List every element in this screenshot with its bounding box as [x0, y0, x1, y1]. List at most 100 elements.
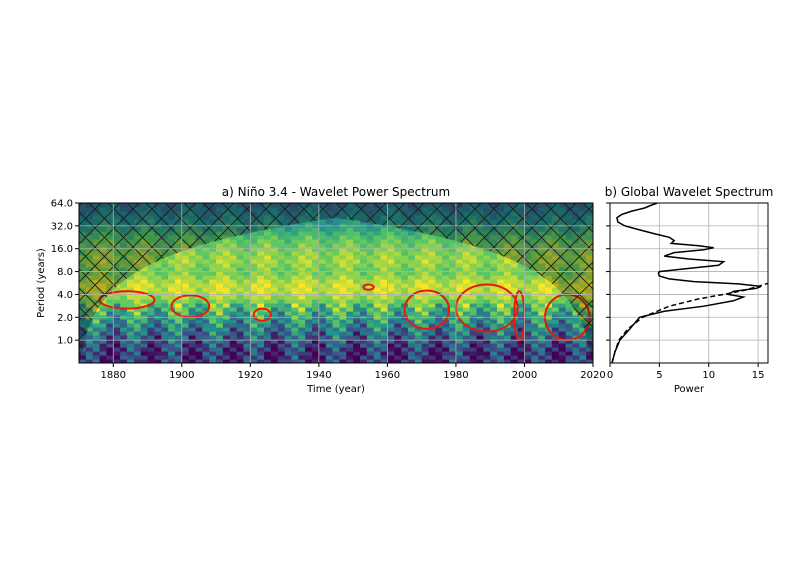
heatmap-cell: [181, 267, 190, 272]
heatmap-cell: [188, 303, 197, 308]
heatmap-cell: [353, 303, 361, 308]
heatmap-cell: [113, 331, 121, 336]
heatmap-cell: [483, 355, 491, 360]
heatmap-cell: [133, 291, 142, 296]
heatmap-cell: [387, 319, 395, 324]
heatmap-cell: [490, 335, 498, 340]
heatmap-cell: [538, 299, 546, 304]
heatmap-cell: [497, 259, 505, 264]
heatmap-cell: [195, 331, 203, 336]
heatmap-cell: [339, 263, 347, 268]
heatmap-cell: [462, 319, 471, 324]
heatmap-cell: [401, 295, 409, 300]
heatmap-cell: [421, 335, 430, 340]
heatmap-cell: [181, 263, 190, 268]
heatmap-cell: [476, 259, 484, 264]
heatmap-cell: [154, 351, 162, 356]
heatmap-cell: [243, 295, 251, 300]
heatmap-cell: [312, 251, 320, 256]
heatmap-cell: [455, 279, 464, 284]
heatmap-cell: [387, 307, 395, 312]
heatmap-cell: [531, 311, 539, 316]
heatmap-cell: [161, 359, 169, 363]
heatmap-cell: [222, 283, 231, 288]
heatmap-cell: [195, 263, 203, 268]
heatmap-cell: [545, 331, 553, 336]
heatmap-cell: [154, 287, 162, 292]
heatmap-cell: [318, 307, 327, 312]
heatmap-cell: [359, 259, 368, 264]
heatmap-cell: [305, 259, 313, 264]
heatmap-cell: [270, 283, 279, 288]
heatmap-cell: [490, 351, 498, 356]
heatmap-cell: [174, 251, 183, 256]
heatmap-cell: [318, 263, 327, 268]
heatmap-cell: [140, 299, 149, 304]
heatmap-cell: [503, 259, 512, 264]
heatmap-cell: [572, 319, 580, 324]
heatmap-cell: [524, 335, 532, 340]
heatmap-cell: [229, 323, 238, 328]
heatmap-cell: [497, 347, 505, 352]
heatmap-cell: [209, 347, 217, 352]
heatmap-cell: [469, 271, 478, 276]
x-axis-label-b: Power: [674, 384, 705, 395]
heatmap-cell: [209, 295, 217, 300]
heatmap-cell: [353, 219, 361, 224]
heatmap-cell: [106, 295, 114, 300]
heatmap-cell: [442, 279, 450, 284]
heatmap-cell: [298, 291, 306, 296]
heatmap-cell: [113, 323, 121, 328]
heatmap-cell: [325, 271, 334, 276]
heatmap-cell: [346, 227, 354, 232]
heatmap-cell: [229, 235, 238, 240]
heatmap-cell: [407, 267, 416, 272]
heatmap-cell: [133, 303, 142, 308]
heatmap-cell: [284, 291, 293, 296]
heatmap-cell: [284, 359, 293, 363]
heatmap-cell: [449, 299, 457, 304]
heatmap-cell: [270, 351, 279, 356]
heatmap-cell: [510, 271, 519, 276]
heatmap-cell: [291, 339, 299, 344]
heatmap-cell: [284, 231, 293, 236]
heatmap-cell: [455, 311, 464, 316]
heatmap-cell: [380, 263, 388, 268]
heatmap-cell: [202, 295, 210, 300]
heatmap-cell: [551, 319, 560, 324]
heatmap-cell: [106, 335, 114, 340]
heatmap-cell: [202, 267, 210, 272]
heatmap-cell: [455, 307, 464, 312]
panel-b-title: b) Global Wavelet Spectrum: [605, 185, 774, 199]
heatmap-cell: [291, 323, 299, 328]
heatmap-cell: [161, 347, 169, 352]
heatmap-cell: [387, 335, 395, 340]
heatmap-cell: [229, 351, 238, 356]
heatmap-cell: [565, 343, 574, 348]
heatmap-cell: [133, 343, 142, 348]
heatmap-cell: [510, 275, 519, 280]
heatmap-cell: [209, 331, 217, 336]
heatmap-cell: [359, 223, 368, 228]
heatmap-cell: [216, 291, 224, 296]
heatmap-cell: [394, 279, 402, 284]
heatmap-cell: [346, 359, 354, 363]
heatmap-cell: [202, 331, 210, 336]
heatmap-cell: [401, 243, 409, 248]
heatmap-cell: [380, 267, 388, 272]
heatmap-cell: [380, 271, 388, 276]
heatmap-cell: [222, 323, 231, 328]
heatmap-cell: [174, 255, 183, 260]
heatmap-cell: [222, 359, 231, 363]
heatmap-cell: [497, 339, 505, 344]
heatmap-cell: [312, 323, 320, 328]
heatmap-cell: [428, 307, 436, 312]
heatmap-cell: [181, 287, 190, 292]
heatmap-cell: [380, 275, 388, 280]
heatmap-cell: [243, 359, 251, 363]
heatmap-cell: [346, 247, 354, 252]
heatmap-cell: [229, 287, 238, 292]
heatmap-cell: [469, 339, 478, 344]
heatmap-cell: [380, 279, 388, 284]
x-tick-label: 1940: [306, 370, 331, 381]
